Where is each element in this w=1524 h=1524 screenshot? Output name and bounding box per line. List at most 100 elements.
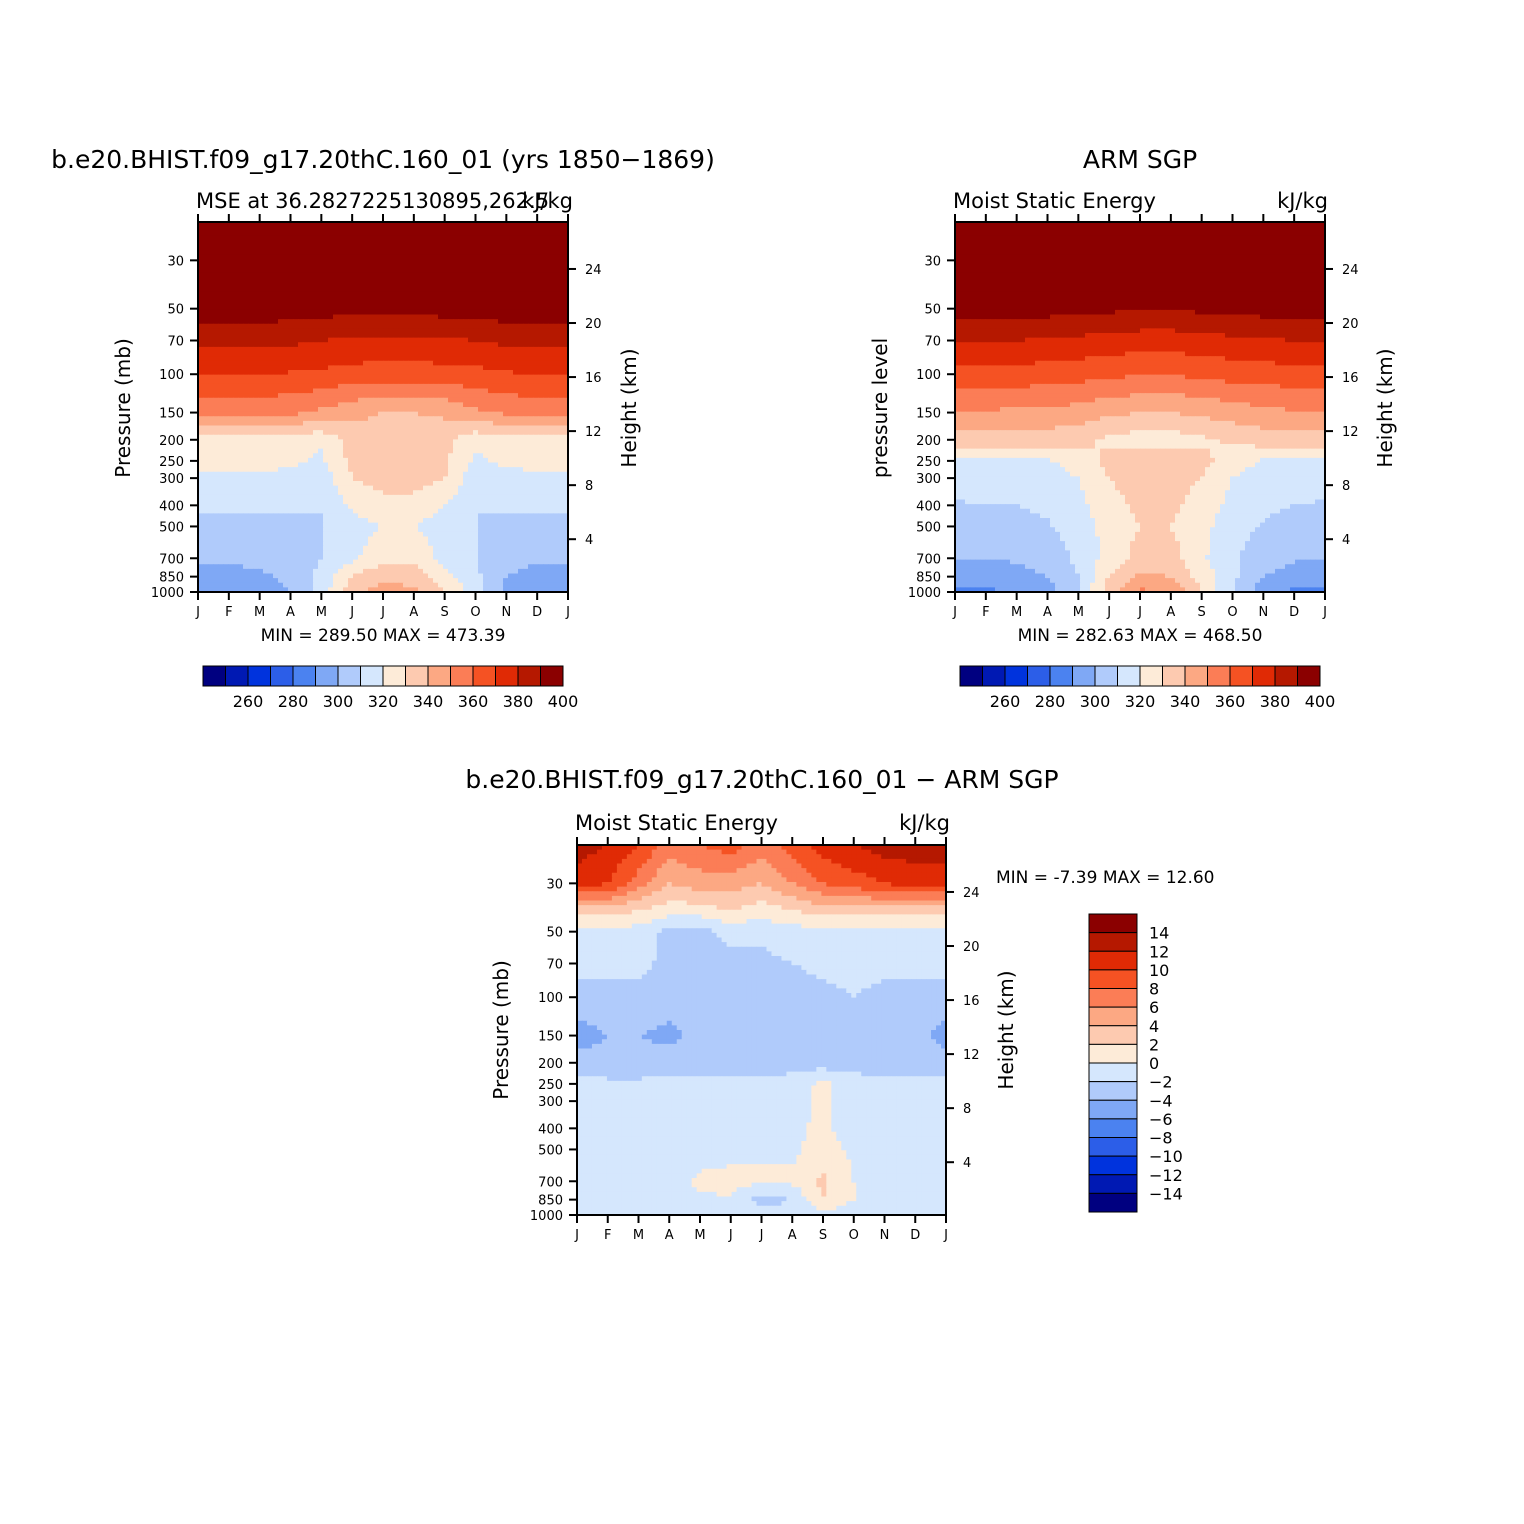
contour-cell [503, 254, 509, 260]
contour-cell [358, 430, 364, 436]
contour-cell [273, 434, 279, 440]
contour-cell [493, 481, 499, 487]
contour-cell [273, 481, 279, 487]
contour-cell [523, 365, 529, 371]
contour-cell [383, 383, 389, 390]
contour-cell [258, 388, 264, 394]
contour-cell [328, 370, 334, 376]
contour-cell [278, 434, 284, 440]
contour-cell [408, 411, 414, 417]
contour-cell [503, 342, 509, 348]
contour-cell [343, 323, 349, 329]
contour-cell [518, 254, 524, 260]
contour-cell [463, 309, 469, 316]
contour-cell [328, 425, 334, 431]
contour-cell [383, 323, 389, 329]
contour-cell [348, 439, 354, 445]
contour-cell [313, 346, 319, 353]
contour-cell [428, 272, 434, 279]
contour-cell [213, 337, 219, 343]
contour-cell [258, 494, 264, 501]
contour-cell [418, 346, 424, 353]
contour-cell [488, 508, 494, 514]
contour-cell [363, 513, 369, 519]
contour-cell [233, 328, 239, 334]
contour-cell [283, 397, 289, 403]
contour-cell [238, 494, 244, 501]
contour-cell [383, 494, 389, 501]
contour-cell [373, 513, 379, 519]
contour-cell [433, 254, 439, 260]
contour-cell [293, 319, 299, 325]
contour-cell [423, 467, 429, 473]
contour-cell [328, 430, 334, 436]
contour-cell [353, 416, 359, 422]
contour-cell [203, 420, 209, 427]
contour-cell [533, 259, 539, 265]
contour-cell [518, 434, 524, 440]
contour-cell [513, 222, 519, 228]
contour-cell [353, 319, 359, 325]
contour-cell [553, 430, 559, 436]
contour-cell [393, 231, 399, 237]
contour-cell [258, 222, 264, 228]
contour-cell [248, 323, 254, 329]
contour-cell [418, 365, 424, 371]
contour-cell [428, 453, 434, 459]
contour-cell [383, 374, 389, 380]
contour-cell [443, 337, 449, 343]
contour-cell [463, 374, 469, 380]
contour-cell [488, 388, 494, 394]
contour-cell [358, 457, 364, 464]
contour-cell [253, 430, 259, 436]
contour-cell [398, 522, 404, 528]
contour-cell [558, 448, 564, 454]
contour-cell [388, 254, 394, 260]
contour-cell [258, 383, 264, 390]
contour-cell [233, 462, 239, 468]
contour-cell [203, 481, 209, 487]
contour-cell [533, 513, 539, 519]
contour-cell [393, 504, 399, 510]
contour-cell [433, 268, 439, 274]
contour-cell [373, 351, 379, 357]
contour-cell [498, 457, 504, 464]
contour-cell [533, 370, 539, 376]
contour-cell [253, 518, 259, 524]
contour-cell [498, 351, 504, 357]
contour-cell [388, 240, 394, 246]
contour-cell [273, 416, 279, 422]
contour-cell [453, 397, 459, 403]
contour-cell [223, 397, 229, 403]
contour-cell [383, 508, 389, 514]
contour-cell [378, 388, 384, 394]
contour-cell [288, 490, 294, 496]
contour-cell [438, 527, 444, 533]
contour-cell [228, 319, 234, 325]
contour-cell [438, 407, 444, 413]
contour-cell [438, 282, 444, 288]
contour-cell [258, 333, 264, 339]
contour-cell [483, 259, 489, 265]
contour-cell [348, 383, 354, 390]
contour-cell [428, 277, 434, 283]
contour-cell [308, 379, 314, 385]
contour-cell [453, 504, 459, 510]
contour-cell [453, 286, 459, 292]
contour-cell [558, 231, 564, 237]
contour-cell [353, 481, 359, 487]
contour-cell [233, 333, 239, 339]
contour-cell [468, 494, 474, 501]
contour-cell [233, 444, 239, 450]
contour-cell [253, 235, 259, 242]
contour-cell [393, 300, 399, 306]
contour-cell [363, 296, 369, 302]
contour-cell [323, 425, 329, 431]
contour-cell [283, 314, 289, 320]
contour-cell [563, 342, 568, 348]
contour-cell [413, 402, 419, 408]
contour-cell [248, 430, 254, 436]
contour-cell [278, 383, 284, 390]
contour-cell [363, 383, 369, 390]
contour-cell [378, 476, 384, 482]
